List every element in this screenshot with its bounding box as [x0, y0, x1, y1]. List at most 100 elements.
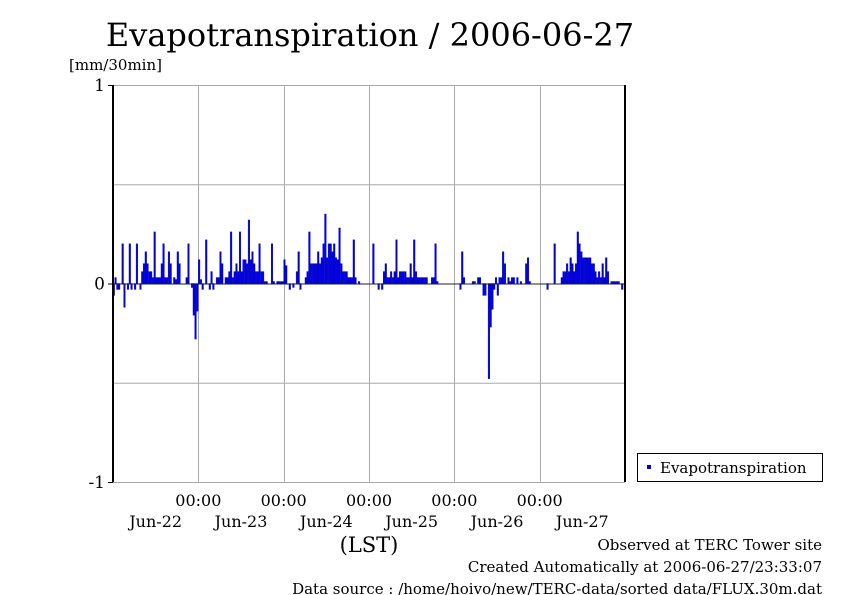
bar: [406, 277, 409, 284]
x-tick-label: 00:00: [346, 491, 392, 510]
bar: [157, 277, 160, 284]
bar: [354, 277, 357, 284]
y-axis-label: [mm/30min]: [69, 56, 162, 74]
bar: [146, 263, 149, 284]
bar: [281, 281, 284, 284]
day-label: Jun-25: [383, 512, 438, 531]
bar: [479, 277, 482, 284]
bar: [219, 251, 222, 284]
bar: [320, 257, 323, 284]
bar: [418, 277, 421, 284]
observed-note: Observed at TERC Tower site: [597, 536, 822, 554]
bar: [123, 283, 126, 308]
bar: [217, 277, 220, 284]
bar: [463, 277, 466, 284]
bar: [351, 277, 354, 284]
y-tick-label: 0: [94, 275, 105, 295]
bar: [148, 271, 151, 284]
bar: [575, 263, 578, 284]
bar: [311, 263, 314, 284]
bar: [560, 277, 563, 284]
bar: [247, 219, 250, 284]
bar: [198, 259, 201, 284]
bar: [477, 277, 480, 284]
bar: [471, 281, 474, 284]
bar: [591, 263, 594, 284]
bar: [135, 243, 138, 284]
bar: [484, 283, 487, 296]
y-tick-label: 1: [94, 76, 105, 96]
bar: [592, 263, 595, 284]
bar: [491, 283, 494, 310]
bar: [169, 263, 172, 284]
bar: [327, 243, 330, 284]
bar: [230, 231, 233, 284]
bar: [352, 239, 355, 284]
x-tick-label: 00:00: [517, 491, 563, 510]
bar: [237, 271, 240, 284]
bar: [573, 271, 576, 284]
bar: [221, 263, 224, 284]
bar: [594, 271, 597, 284]
bar: [263, 281, 266, 284]
bar: [598, 271, 601, 284]
bar: [432, 277, 435, 284]
bar: [242, 259, 245, 284]
bar: [162, 243, 165, 284]
created-note: Created Automatically at 2006-06-27/23:3…: [468, 558, 822, 576]
bar: [315, 263, 318, 284]
bar: [585, 257, 588, 284]
y-tick-label: -1: [88, 473, 105, 493]
bar: [617, 281, 620, 284]
bar: [143, 263, 146, 284]
bar: [512, 277, 515, 284]
x-tick-label: 00:00: [431, 491, 477, 510]
bar: [349, 277, 352, 284]
bar: [336, 259, 339, 284]
bar: [159, 277, 162, 284]
bar: [199, 279, 202, 284]
bar: [482, 283, 485, 296]
legend: Evapotranspiration: [637, 453, 823, 482]
bar: [615, 281, 618, 284]
bar: [422, 277, 425, 284]
bar: [345, 271, 348, 284]
bar: [576, 231, 579, 284]
bar: [265, 281, 268, 284]
bar: [567, 271, 570, 284]
bar: [319, 263, 322, 284]
bar: [589, 257, 592, 284]
bar: [306, 271, 309, 284]
bar: [587, 257, 590, 284]
bar: [599, 277, 602, 284]
bar: [155, 277, 158, 284]
bar: [178, 263, 181, 284]
bar: [295, 271, 298, 284]
bar: [502, 251, 505, 284]
bar: [338, 227, 341, 284]
bar: [151, 277, 154, 284]
bar: [614, 281, 617, 284]
bar: [224, 277, 227, 284]
bar: [489, 283, 492, 328]
bar: [187, 243, 190, 284]
bar: [256, 271, 259, 284]
bar: [205, 239, 208, 284]
bar: [503, 263, 506, 284]
bar: [231, 277, 234, 284]
x-axis-label: (LST): [340, 533, 399, 557]
bar: [603, 277, 606, 284]
bar: [473, 281, 476, 284]
bar: [436, 281, 439, 284]
legend-swatch: [647, 465, 651, 469]
bar: [413, 239, 416, 284]
bar: [511, 277, 514, 284]
bar: [215, 277, 218, 284]
bar: [347, 277, 350, 284]
bar: [583, 257, 586, 284]
bar: [393, 271, 396, 284]
bar: [313, 263, 316, 284]
bar: [528, 281, 531, 284]
bar: [239, 231, 242, 284]
